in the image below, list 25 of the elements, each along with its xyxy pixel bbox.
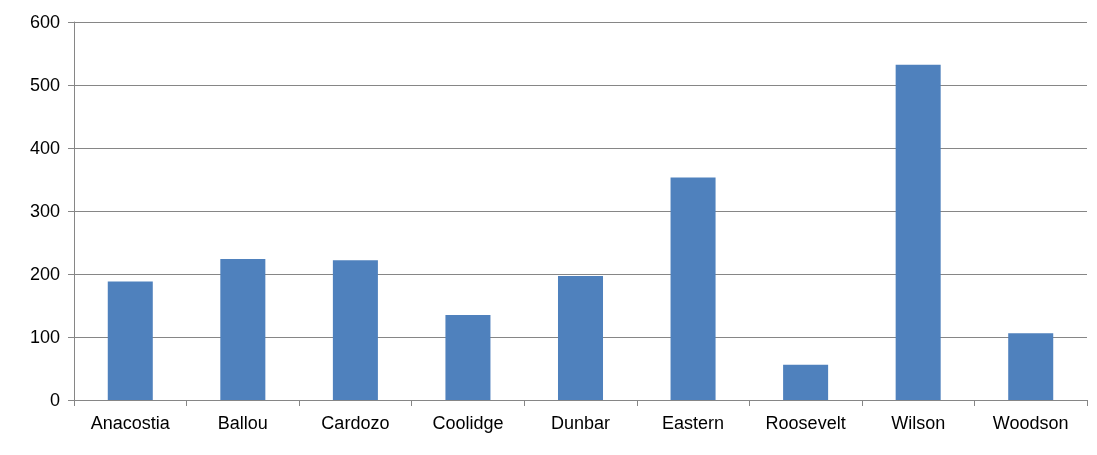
- x-tick-label: Eastern: [662, 413, 725, 433]
- x-tick-label: Cardozo: [321, 413, 390, 433]
- bar: [895, 64, 941, 400]
- y-tick-label: 300: [29, 201, 60, 221]
- bar: [445, 314, 491, 400]
- bar: [220, 258, 266, 400]
- x-tick-label: Roosevelt: [765, 413, 846, 433]
- bar: [670, 177, 716, 400]
- x-tick-label: Anacostia: [90, 413, 171, 433]
- y-tick-label: 200: [29, 264, 60, 284]
- x-tick-label: Wilson: [891, 413, 946, 433]
- bar: [783, 364, 829, 400]
- y-tick-label: 0: [49, 390, 60, 410]
- x-tick-label: Ballou: [217, 413, 268, 433]
- y-tick-label: 600: [29, 12, 60, 32]
- bar: [557, 275, 604, 400]
- y-tick-label: 500: [29, 75, 60, 95]
- y-tick-label: 100: [29, 327, 60, 347]
- bar: [107, 281, 153, 400]
- x-tick-label: Dunbar: [550, 413, 611, 433]
- x-tick-label: Coolidge: [432, 413, 504, 433]
- bar: [1008, 333, 1054, 400]
- bar: [332, 260, 378, 400]
- x-tick-label: Woodson: [992, 413, 1069, 433]
- y-tick-label: 400: [29, 138, 60, 158]
